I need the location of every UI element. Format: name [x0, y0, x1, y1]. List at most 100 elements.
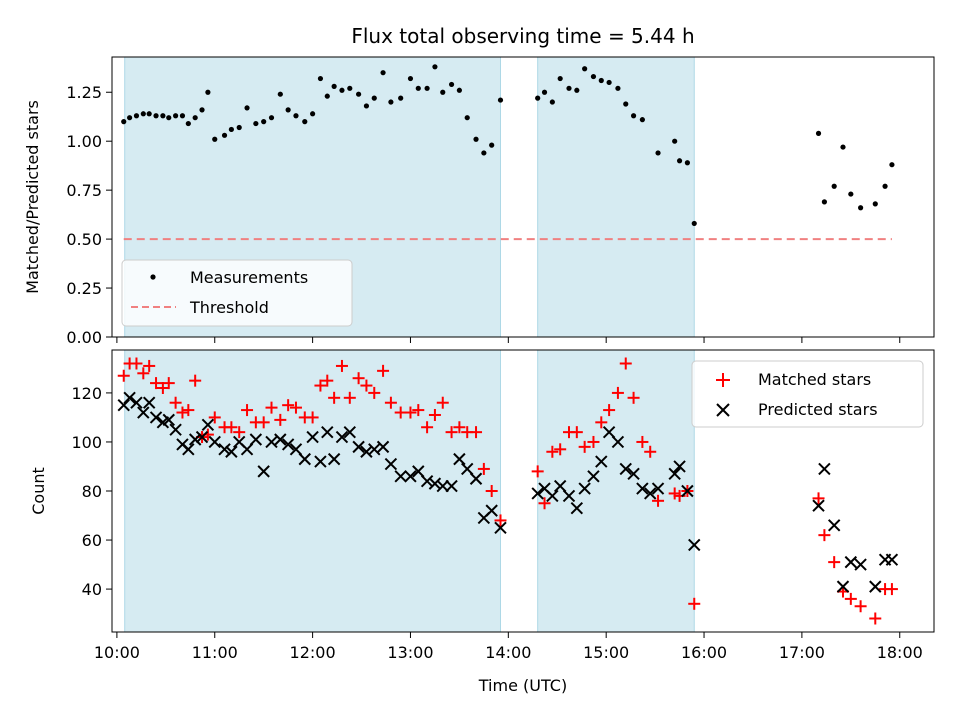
matched-star-point — [485, 485, 498, 497]
predicted-star-point — [546, 489, 559, 503]
matched-star-point — [636, 435, 649, 448]
predicted-star-point — [306, 430, 319, 444]
measurement-point — [261, 119, 267, 125]
predicted-star-point — [281, 438, 295, 451]
legend-matched-label: Matched stars — [758, 370, 871, 389]
matched-star-point — [257, 416, 270, 429]
measurement-point — [244, 105, 250, 111]
measurement-point — [160, 113, 166, 119]
predicted-star-point — [578, 482, 591, 495]
matched-star-point — [377, 364, 390, 377]
predicted-star-point — [142, 396, 156, 409]
matched-star-point — [453, 421, 466, 434]
measurement-point — [236, 124, 242, 131]
measurement-point — [199, 107, 205, 113]
x-tick-label: 13:00 — [387, 643, 433, 662]
measurement-point — [140, 111, 146, 117]
predicted-star-point — [376, 440, 390, 454]
bottom-panel-frame — [111, 349, 935, 633]
measurement-point — [153, 113, 159, 119]
measurement-point — [889, 162, 895, 168]
matched-star-point — [328, 391, 341, 404]
observing-window-1 — [537, 56, 695, 338]
matched-star-point — [587, 435, 600, 448]
measurement-point — [574, 87, 580, 93]
matched-star-point — [208, 411, 221, 424]
matched-star-point — [828, 556, 841, 569]
measurement-point — [121, 119, 127, 125]
predicted-star-point — [130, 396, 143, 409]
predicted-star-point — [636, 482, 649, 495]
top-panel-ticks: 0.00 0.25 0.50 0.75 1.00 1.25 — [66, 83, 901, 347]
measurement-point — [848, 191, 854, 197]
measurement-point — [566, 85, 572, 91]
measurement-point — [497, 97, 504, 103]
measurement-point — [691, 220, 697, 227]
measurement-point — [173, 113, 179, 119]
measurement-point — [606, 79, 612, 86]
top-panel-frame — [111, 56, 935, 338]
measurement-point — [185, 120, 191, 127]
matched-star-point — [531, 465, 544, 478]
matched-star-point — [818, 529, 831, 542]
bottom-panel-marks — [117, 357, 899, 625]
matched-star-point — [162, 377, 175, 390]
predicted-star-point — [201, 418, 215, 431]
measurement-point — [127, 115, 133, 121]
matched-star-point — [241, 404, 254, 417]
legend-predicted-marker — [716, 403, 730, 417]
predicted-star-point — [343, 425, 356, 439]
matched-star-point — [445, 426, 458, 439]
predicted-star-point — [428, 477, 442, 490]
measurement-point — [615, 85, 621, 91]
predicted-star-point — [531, 487, 544, 500]
measurement-point — [535, 95, 541, 101]
predicted-star-point — [188, 433, 202, 446]
matched-star-point — [314, 379, 327, 392]
predicted-star-point — [182, 443, 195, 456]
measurement-point — [872, 201, 878, 207]
bottom-panel-ticks: 40 60 80 100 120 10:00 11:00 12:00 13:00 14:00 15:… — [71, 384, 922, 662]
predicted-star-point — [485, 504, 498, 517]
predicted-star-point — [249, 433, 263, 446]
measurement-point — [424, 85, 430, 91]
predicted-star-point — [289, 443, 303, 456]
y-tick-label: 80 — [82, 482, 102, 501]
measurement-point — [356, 91, 362, 97]
measurement-point — [179, 113, 186, 119]
bottom-legend-box — [691, 360, 924, 428]
matched-star-point — [554, 443, 567, 456]
measurement-point — [676, 158, 683, 164]
predicted-star-point — [827, 519, 841, 532]
matched-star-point — [812, 492, 825, 505]
observing-window-0 — [124, 349, 501, 633]
matched-star-point — [117, 369, 130, 382]
predicted-star-point — [453, 452, 466, 466]
bottom-panel-ylabel: Count — [29, 467, 48, 515]
measurement-point — [347, 85, 353, 91]
matched-star-point — [603, 404, 616, 417]
measurement-point — [331, 83, 337, 89]
measurement-point — [363, 103, 370, 109]
predicted-star-point — [570, 501, 584, 515]
measurement-point — [557, 75, 563, 82]
predicted-star-point — [274, 433, 287, 446]
measurement-point — [473, 136, 479, 142]
measurement-point — [268, 115, 275, 121]
bottom-panel-shaded-spans — [124, 349, 695, 633]
measurement-point — [339, 87, 345, 93]
matched-star-point — [150, 377, 163, 390]
matched-star-point — [477, 462, 490, 475]
matched-star-point — [494, 514, 507, 527]
predicted-star-point — [335, 430, 349, 444]
bottom-panel-legend: Matched stars Predicted stars — [691, 360, 924, 428]
y-tick-label: 120 — [71, 384, 102, 403]
measurement-point — [684, 160, 691, 166]
matched-star-point — [570, 426, 583, 439]
measurement-point — [456, 87, 462, 93]
matched-star-point — [436, 396, 449, 409]
matched-star-point — [360, 379, 373, 392]
predicted-star-point — [321, 425, 334, 439]
matched-star-point — [343, 391, 356, 404]
